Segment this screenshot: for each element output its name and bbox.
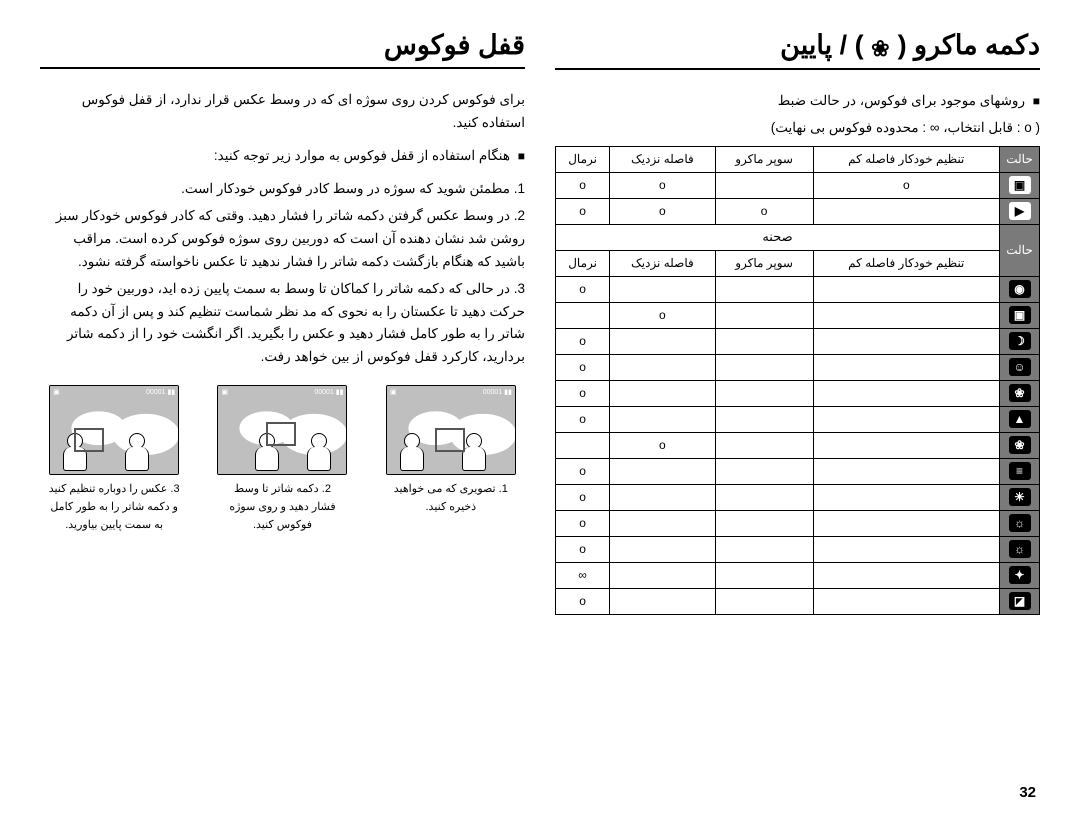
- table-row: ☽o: [556, 328, 1040, 354]
- scene-mode-icon: ✦: [1009, 566, 1031, 584]
- tulip-icon: ❀: [871, 36, 890, 62]
- thumb-1: ▣00001 ▮▮ 1. تصویری که می خواهید ذخیره ک…: [377, 385, 525, 534]
- thumb-3-caption: 3. عکس را دوباره تنظیم کنید و دکمه شاتر …: [40, 481, 188, 534]
- square-bullet-icon: ■: [518, 149, 525, 163]
- table-row: حالت صحنه: [556, 224, 1040, 250]
- table-row: تنظیم خودکار فاصله کم سوپر ماکرو فاصله ن…: [556, 250, 1040, 276]
- scene-mode-icon: ❀: [1009, 436, 1031, 454]
- video-icon: ▶: [1009, 202, 1031, 220]
- thumb-1-caption: 1. تصویری که می خواهید ذخیره کنید.: [377, 481, 525, 516]
- table-row: ▣o: [556, 302, 1040, 328]
- scene-mode-icon: ☀: [1009, 488, 1031, 506]
- thumbnails-row: ▣00001 ▮▮ 3. عکس را دوباره تنظیم کنید و …: [40, 385, 525, 534]
- camera-icon: ▣: [1009, 176, 1031, 194]
- scene-mode-icon: ▲: [1009, 410, 1031, 428]
- thumb-3: ▣00001 ▮▮ 3. عکس را دوباره تنظیم کنید و …: [40, 385, 188, 534]
- scene-label: صحنه: [556, 224, 1000, 250]
- table-row: ☀o: [556, 484, 1040, 510]
- scene-mode-icon: ☼: [1009, 514, 1031, 532]
- square-bullet-icon: ■: [1033, 94, 1040, 108]
- header-close-2: فاصله نزدیک: [610, 250, 715, 276]
- table-row: ✦∞: [556, 562, 1040, 588]
- left-column: قفل فوکوس برای فوکوس کردن روی سوژه ای که…: [40, 30, 525, 615]
- header-mode-2: حالت: [1000, 224, 1040, 276]
- thumb-2-image: ▣00001 ▮▮: [217, 385, 347, 475]
- header-normal-2: نرمال: [556, 250, 610, 276]
- table-row: ☼o: [556, 536, 1040, 562]
- header-auto-close: تنظیم خودکار فاصله کم: [813, 146, 999, 172]
- table-row: ◉o: [556, 276, 1040, 302]
- header-auto-close-2: تنظیم خودکار فاصله کم: [813, 250, 999, 276]
- thumb-2-caption: 2. دکمه شاتر تا وسط فشار دهید و روی سوژه…: [208, 481, 356, 534]
- scene-mode-icon: ≡: [1009, 462, 1031, 480]
- macro-heading: دکمه ماکرو ( ❀ ) / پایین: [555, 30, 1040, 70]
- table-row: ▲o: [556, 406, 1040, 432]
- steps-list: 1. مطمئن شوید که سوژه در وسط کادر فوکوس …: [40, 178, 525, 370]
- scene-mode-icon: ▣: [1009, 306, 1031, 324]
- table-row: ◪o: [556, 588, 1040, 614]
- scene-mode-icon: ◉: [1009, 280, 1031, 298]
- scene-mode-icon: ☼: [1009, 540, 1031, 558]
- step-2: 2. در وسط عکس گرفتن دکمه شاتر را فشار ده…: [40, 205, 525, 274]
- scene-mode-icon: ☽: [1009, 332, 1031, 350]
- focus-lock-heading: قفل فوکوس: [40, 30, 525, 69]
- table-row: ☺o: [556, 354, 1040, 380]
- table-row: ☼o: [556, 510, 1040, 536]
- right-column: دکمه ماکرو ( ❀ ) / پایین ■ روشهای موجود …: [555, 30, 1040, 615]
- header-close: فاصله نزدیک: [610, 146, 715, 172]
- header-mode: حالت: [1000, 146, 1040, 172]
- step-3: 3. در حالی که دکمه شاتر را کماکان تا وسط…: [40, 278, 525, 370]
- focus-modes-table-top: حالت تنظیم خودکار فاصله کم سوپر ماکرو فا…: [555, 146, 1040, 615]
- page-number: 32: [1019, 784, 1036, 801]
- table-row: ❀o: [556, 432, 1040, 458]
- scene-mode-icon: ◪: [1009, 592, 1031, 610]
- legend-text: ( o : قابل انتخاب، ∞ : محدوده فوکوس بی ن…: [555, 120, 1040, 136]
- thumb-3-image: ▣00001 ▮▮: [49, 385, 179, 475]
- scene-mode-icon: ☺: [1009, 358, 1031, 376]
- focus-lock-sub-bullet: ■ هنگام استفاده از قفل فوکوس به موارد زی…: [40, 145, 525, 168]
- header-normal: نرمال: [556, 146, 610, 172]
- thumb-1-image: ▣00001 ▮▮: [386, 385, 516, 475]
- header-super-macro: سوپر ماکرو: [715, 146, 813, 172]
- table-row: ▣ o o o: [556, 172, 1040, 198]
- table-row: ≡o: [556, 458, 1040, 484]
- focus-lock-intro: برای فوکوس کردن روی سوژه ای که در وسط عک…: [40, 89, 525, 135]
- header-super-macro-2: سوپر ماکرو: [715, 250, 813, 276]
- step-1: 1. مطمئن شوید که سوژه در وسط کادر فوکوس …: [40, 178, 525, 201]
- scene-mode-icon: ❀: [1009, 384, 1031, 402]
- table-row: ▶ o o o: [556, 198, 1040, 224]
- table-row: ❀o: [556, 380, 1040, 406]
- thumb-2: ▣00001 ▮▮ 2. دکمه شاتر تا وسط فشار دهید …: [208, 385, 356, 534]
- focus-methods-bullet: ■ روشهای موجود برای فوکوس، در حالت ضبط: [555, 90, 1040, 112]
